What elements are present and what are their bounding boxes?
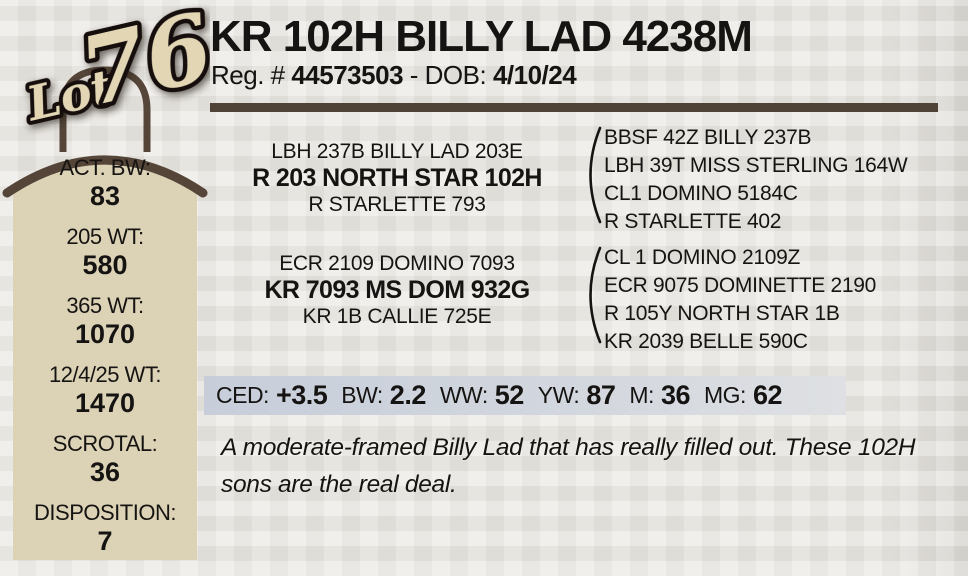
stats-panel-background — [13, 161, 197, 560]
dob-label: - DOB: — [409, 60, 487, 90]
epd-label-ww: WW: — [439, 382, 488, 408]
stat-scrotal: SCROTAL: 36 — [13, 431, 197, 487]
stat-value: 580 — [82, 250, 128, 280]
epd-value-mg: 62 — [752, 380, 783, 410]
stat-value: 83 — [89, 181, 121, 211]
header-divider — [210, 103, 938, 112]
sire-dam: R STARLETTE 793 — [308, 193, 486, 216]
ancestor-line: BBSF 42Z BILLY 237B — [604, 126, 812, 149]
dam-block: ECR 2109 DOMINO 7093 KR 7093 MS DOM 932G… — [212, 251, 582, 330]
epd-label-mg: MG: — [703, 382, 746, 408]
dob-value: 4/10/24 — [492, 60, 577, 90]
epd-bar: CED: +3.5 BW: 2.2 WW: 52 YW: 87 M: 36 MG… — [204, 376, 846, 415]
ancestor-line: KR 2039 BELLE 590C — [604, 330, 808, 353]
stat-act-bw: ACT. BW: 83 — [13, 155, 197, 211]
epd-value-ww: 52 — [494, 380, 525, 410]
dam-dam: KR 1B CALLIE 725E — [302, 305, 492, 328]
stat-205-wt: 205 WT: 580 — [13, 224, 197, 280]
sire-sire: LBH 237B BILLY LAD 203E — [271, 140, 523, 163]
sire-ancestors: BBSF 42Z BILLY 237B LBH 39T MISS STERLIN… — [604, 124, 964, 236]
ancestor-line: R 105Y NORTH STAR 1B — [604, 302, 840, 325]
reg-label: Reg. # — [211, 60, 285, 90]
epd-label-m: M: — [629, 382, 654, 408]
stat-value: 7 — [97, 526, 113, 556]
stat-label: 365 WT: — [66, 293, 144, 318]
stat-value: 36 — [89, 457, 121, 487]
dam-sire: ECR 2109 DOMINO 7093 — [279, 252, 515, 275]
stat-value: 1070 — [74, 319, 136, 349]
dam-name: KR 7093 MS DOM 932G — [264, 276, 530, 304]
dam-brace-icon — [589, 246, 602, 344]
epd-value-yw: 87 — [586, 380, 616, 410]
lot-logo-panel: Lot 76 — [2, 0, 210, 560]
panel-top-arc-icon — [2, 155, 208, 198]
sire-brace-icon — [589, 126, 602, 224]
ancestor-line: CL1 DOMINO 5184C — [604, 182, 798, 205]
sire-block: LBH 237B BILLY LAD 203E R 203 NORTH STAR… — [212, 139, 582, 218]
ancestor-line: CL 1 DOMINO 2109Z — [604, 246, 801, 269]
lot-number: 76 — [70, 0, 210, 129]
stats-list: ACT. BW: 83 205 WT: 580 365 WT: 1070 12/… — [13, 155, 197, 569]
epd-label-bw: BW: — [341, 382, 383, 408]
stat-value: 1470 — [74, 388, 136, 418]
epd-value-bw: 2.2 — [389, 380, 427, 410]
sire-name: R 203 NORTH STAR 102H — [252, 164, 542, 192]
stat-365-wt: 365 WT: 1070 — [13, 293, 197, 349]
stat-label: 12/4/25 WT: — [49, 362, 161, 387]
stat-label: DISPOSITION: — [34, 500, 176, 525]
ancestor-line: R STARLETTE 402 — [604, 210, 782, 233]
gate-arch-icon — [59, 66, 151, 152]
stat-label: ACT. BW: — [59, 155, 151, 180]
registration-line: Reg. # 44573503 - DOB: 4/10/24 — [211, 60, 577, 91]
stat-label: SCROTAL: — [52, 431, 158, 456]
stat-label: 205 WT: — [66, 224, 144, 249]
epd-value-ced: +3.5 — [275, 380, 328, 410]
epd-label-ced: CED: — [216, 382, 269, 408]
stat-disposition: DISPOSITION: 7 — [13, 500, 197, 556]
stat-current-wt: 12/4/25 WT: 1470 — [13, 362, 197, 418]
epd-value-m: 36 — [660, 380, 691, 410]
epd-label-yw: YW: — [537, 382, 580, 408]
ancestor-line: LBH 39T MISS STERLING 164W — [604, 154, 908, 177]
reg-number: 44573503 — [291, 60, 404, 90]
ancestor-line: ECR 9075 DOMINETTE 2190 — [604, 274, 877, 297]
lot-description: A moderate-framed Billy Lad that has rea… — [221, 434, 916, 498]
dam-ancestors: CL 1 DOMINO 2109Z ECR 9075 DOMINETTE 219… — [604, 244, 964, 356]
animal-title: KR 102H BILLY LAD 4238M — [210, 12, 753, 61]
lot-number-logo: Lot 76 — [16, 0, 210, 137]
